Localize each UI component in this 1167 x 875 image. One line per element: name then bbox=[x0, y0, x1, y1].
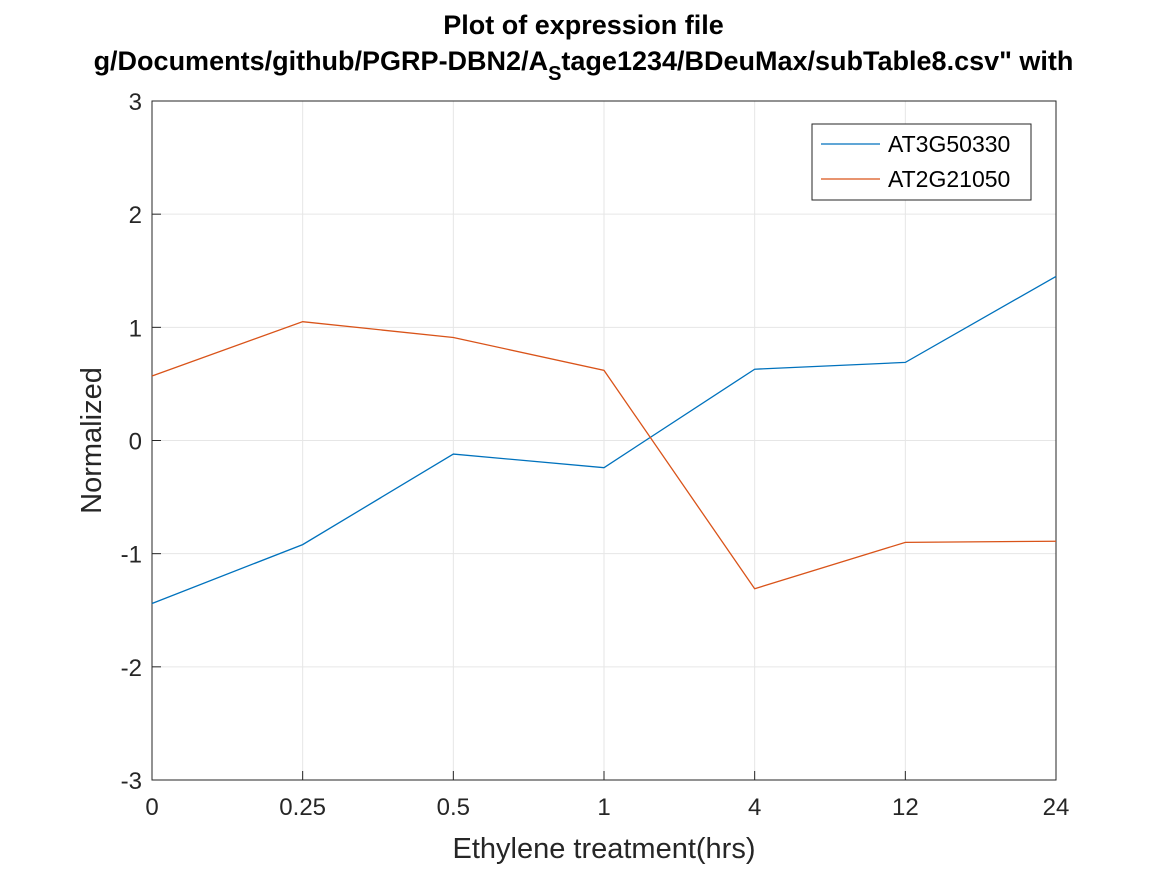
x-tick-label: 0 bbox=[145, 794, 158, 821]
x-tick-label: 4 bbox=[748, 794, 761, 821]
y-axis-label: Normalized bbox=[76, 367, 108, 514]
y-tick-label: -1 bbox=[121, 542, 142, 569]
title-path-suffix: tage1234/BDeuMax/subTable8.csv" with bbox=[561, 46, 1074, 76]
y-tick-label: 3 bbox=[129, 89, 142, 116]
y-tick-labels: -3 -2 -1 0 1 2 3 bbox=[121, 89, 142, 795]
y-tick-label: -2 bbox=[121, 655, 142, 682]
legend-box bbox=[811, 123, 1032, 201]
title-path-prefix: g/Documents/github/PGRP-DBN2/A bbox=[93, 46, 549, 76]
title-path-subscript: S bbox=[548, 63, 562, 85]
series-line-at2g21050 bbox=[151, 321, 1057, 590]
y-tick-label: -3 bbox=[121, 768, 142, 795]
x-tick-label: 0.25 bbox=[279, 794, 326, 821]
axis-ticks bbox=[151, 100, 1057, 781]
series-line-at3g50330 bbox=[151, 275, 1057, 605]
x-tick-label: 24 bbox=[1043, 794, 1070, 821]
x-tick-label: 12 bbox=[892, 794, 919, 821]
legend[interactable]: AT3G50330 AT2G21050 bbox=[811, 123, 1032, 201]
x-axis-label: Ethylene treatment(hrs) bbox=[452, 833, 755, 865]
y-tick-label: 1 bbox=[129, 315, 142, 342]
legend-entry-label: AT2G21050 bbox=[888, 166, 1010, 192]
chart-title-line-2: g/Documents/github/PGRP-DBN2/AStage1234/… bbox=[0, 46, 1167, 85]
legend-entry-label: AT3G50330 bbox=[888, 131, 1010, 157]
y-tick-label: 0 bbox=[129, 429, 142, 456]
x-tick-label: 1 bbox=[597, 794, 610, 821]
x-tick-labels: 0 0.25 0.5 1 4 12 24 bbox=[145, 794, 1069, 821]
grid-lines bbox=[151, 100, 1057, 781]
x-tick-label: 0.5 bbox=[437, 794, 470, 821]
series-lines bbox=[151, 275, 1057, 605]
chart-title: Plot of expression file g/Documents/gith… bbox=[0, 6, 1167, 96]
y-tick-label: 2 bbox=[129, 202, 142, 229]
chart-title-line-1: Plot of expression file bbox=[443, 10, 724, 40]
